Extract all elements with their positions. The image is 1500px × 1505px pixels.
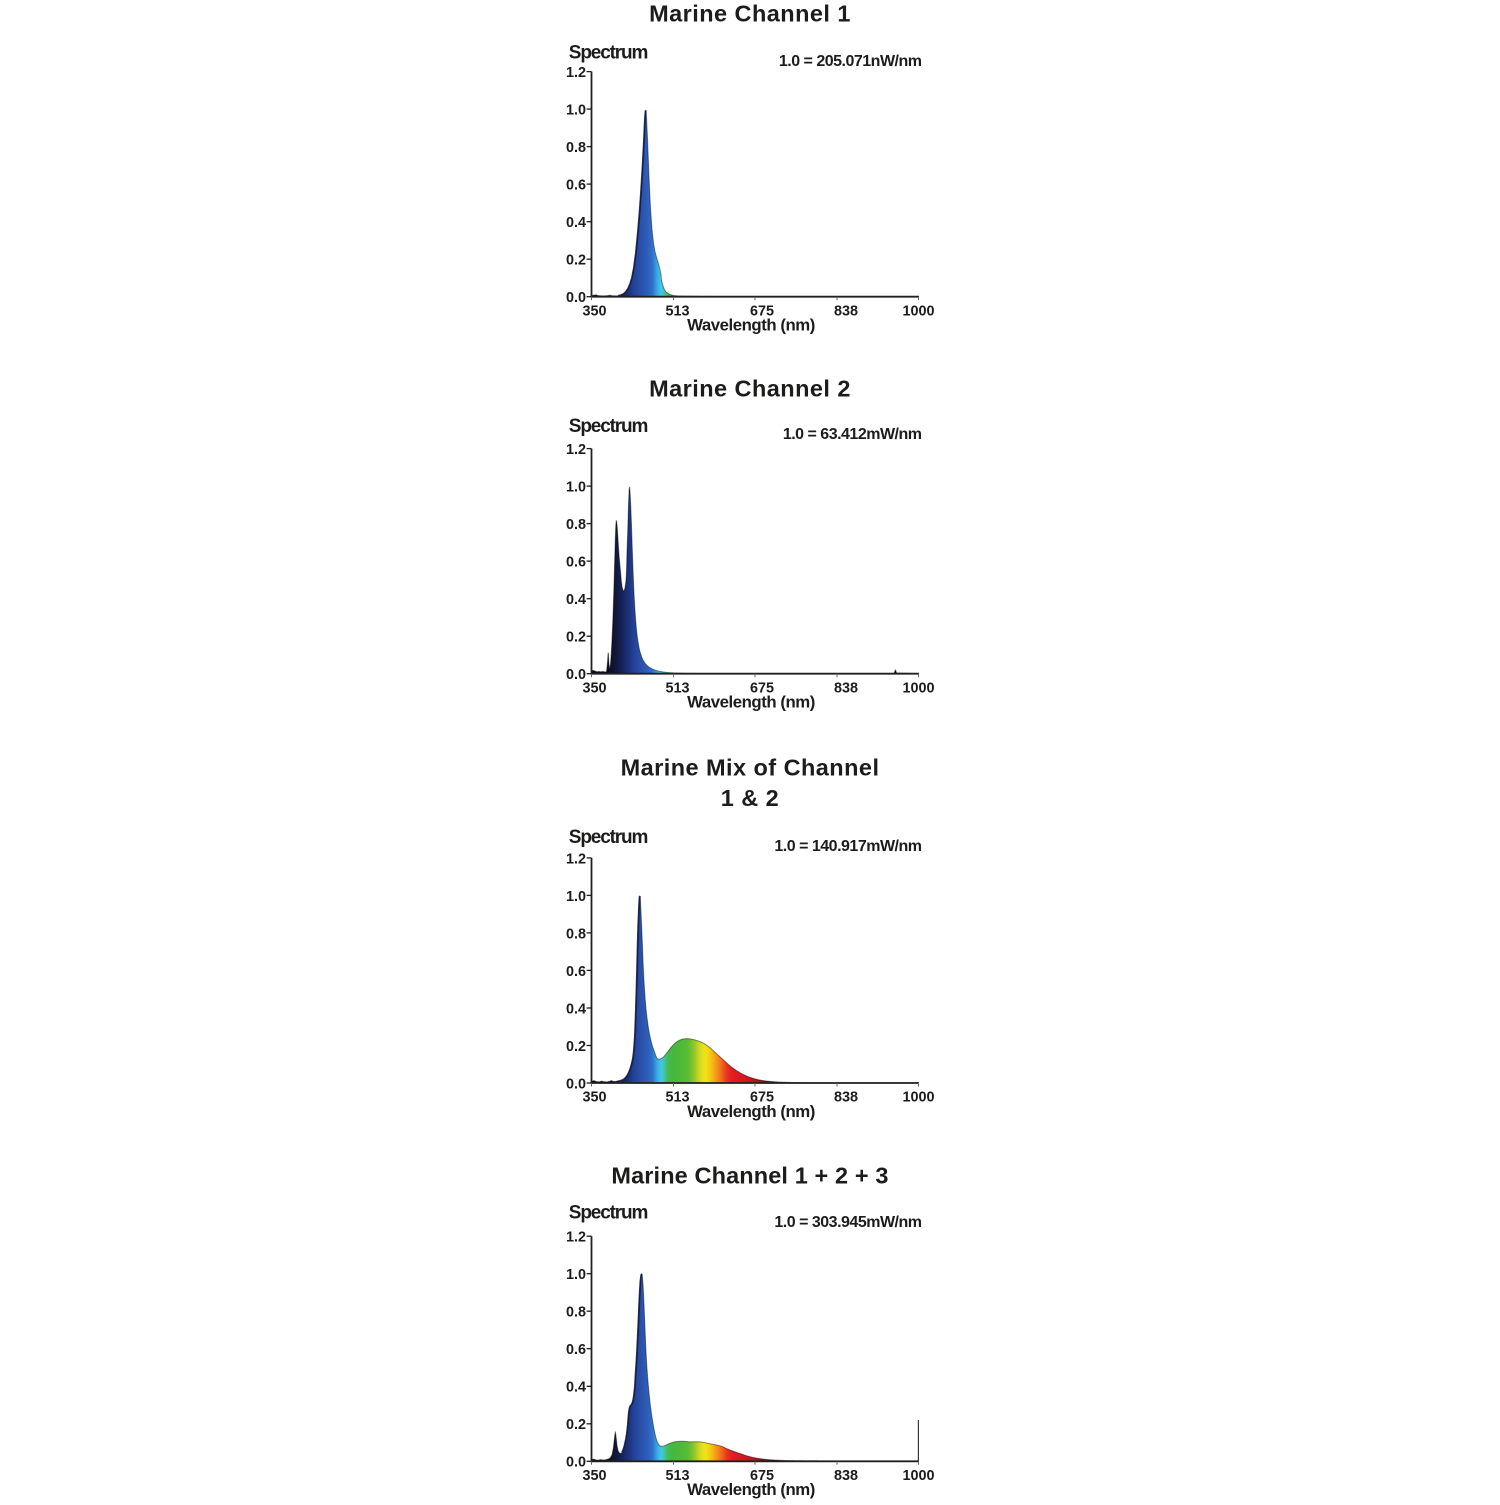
- svg-text:0.0: 0.0: [566, 1455, 586, 1471]
- svg-text:1.0: 1.0: [566, 1267, 586, 1283]
- svg-text:350: 350: [582, 1468, 606, 1484]
- svg-text:Spectrum: Spectrum: [569, 42, 648, 63]
- svg-text:675: 675: [750, 303, 774, 319]
- svg-text:0.0: 0.0: [566, 667, 586, 683]
- svg-text:Wavelength (nm): Wavelength (nm): [687, 316, 815, 335]
- svg-text:0.6: 0.6: [566, 178, 586, 194]
- svg-text:0.8: 0.8: [566, 1305, 586, 1321]
- svg-text:1.0: 1.0: [566, 480, 586, 496]
- svg-text:0.6: 0.6: [566, 964, 586, 980]
- svg-text:1.2: 1.2: [566, 65, 586, 81]
- svg-text:0.0: 0.0: [566, 290, 586, 306]
- svg-text:1000: 1000: [902, 1468, 934, 1484]
- svg-text:350: 350: [582, 1090, 606, 1106]
- svg-text:0.2: 0.2: [566, 1039, 586, 1055]
- svg-text:Wavelength (nm): Wavelength (nm): [687, 1480, 815, 1499]
- svg-text:0.4: 0.4: [566, 215, 586, 231]
- svg-text:513: 513: [665, 680, 689, 696]
- svg-text:1.0 = 303.945mW/nm: 1.0 = 303.945mW/nm: [774, 1214, 921, 1231]
- svg-text:0.6: 0.6: [566, 555, 586, 571]
- svg-text:1.2: 1.2: [566, 1230, 586, 1246]
- svg-text:1 & 2: 1 & 2: [721, 785, 779, 811]
- svg-text:0.8: 0.8: [566, 140, 586, 156]
- svg-text:675: 675: [750, 680, 774, 696]
- svg-text:Marine Mix of Channel: Marine Mix of Channel: [621, 754, 880, 780]
- svg-text:350: 350: [582, 303, 606, 319]
- svg-text:675: 675: [750, 1468, 774, 1484]
- svg-text:1.0 = 140.917mW/nm: 1.0 = 140.917mW/nm: [774, 838, 921, 855]
- svg-text:513: 513: [665, 303, 689, 319]
- svg-text:838: 838: [834, 1090, 858, 1106]
- svg-text:0.8: 0.8: [566, 517, 586, 533]
- svg-text:838: 838: [834, 1468, 858, 1484]
- svg-text:0.0: 0.0: [566, 1076, 586, 1092]
- svg-text:1.0: 1.0: [566, 889, 586, 905]
- svg-text:Marine Channel 2: Marine Channel 2: [649, 376, 851, 402]
- svg-text:1.0 = 205.071nW/nm: 1.0 = 205.071nW/nm: [779, 53, 922, 70]
- svg-text:Spectrum: Spectrum: [569, 1203, 648, 1224]
- svg-text:513: 513: [665, 1090, 689, 1106]
- svg-text:Spectrum: Spectrum: [569, 416, 648, 437]
- svg-text:0.8: 0.8: [566, 926, 586, 942]
- svg-text:838: 838: [834, 303, 858, 319]
- svg-text:1.2: 1.2: [566, 442, 586, 458]
- svg-text:0.4: 0.4: [566, 1001, 586, 1017]
- svg-text:675: 675: [750, 1090, 774, 1106]
- svg-text:350: 350: [582, 680, 606, 696]
- svg-text:0.2: 0.2: [566, 253, 586, 269]
- svg-text:0.4: 0.4: [566, 1380, 586, 1396]
- svg-text:Wavelength (nm): Wavelength (nm): [687, 1102, 815, 1121]
- svg-text:1000: 1000: [902, 303, 934, 319]
- svg-text:1.0 = 63.412mW/nm: 1.0 = 63.412mW/nm: [783, 426, 922, 443]
- svg-text:1000: 1000: [902, 680, 934, 696]
- svg-text:Marine Channel 1 + 2 + 3: Marine Channel 1 + 2 + 3: [611, 1162, 888, 1188]
- svg-text:0.2: 0.2: [566, 1417, 586, 1433]
- svg-text:Spectrum: Spectrum: [569, 827, 648, 848]
- svg-text:513: 513: [665, 1468, 689, 1484]
- svg-text:1.2: 1.2: [566, 851, 586, 867]
- svg-text:0.4: 0.4: [566, 592, 586, 608]
- svg-text:0.6: 0.6: [566, 1342, 586, 1358]
- svg-text:0.2: 0.2: [566, 630, 586, 646]
- svg-text:838: 838: [834, 680, 858, 696]
- svg-text:1000: 1000: [902, 1090, 934, 1106]
- svg-text:1.0: 1.0: [566, 103, 586, 119]
- svg-text:Wavelength (nm): Wavelength (nm): [687, 693, 815, 712]
- svg-text:Marine Channel 1: Marine Channel 1: [649, 1, 851, 27]
